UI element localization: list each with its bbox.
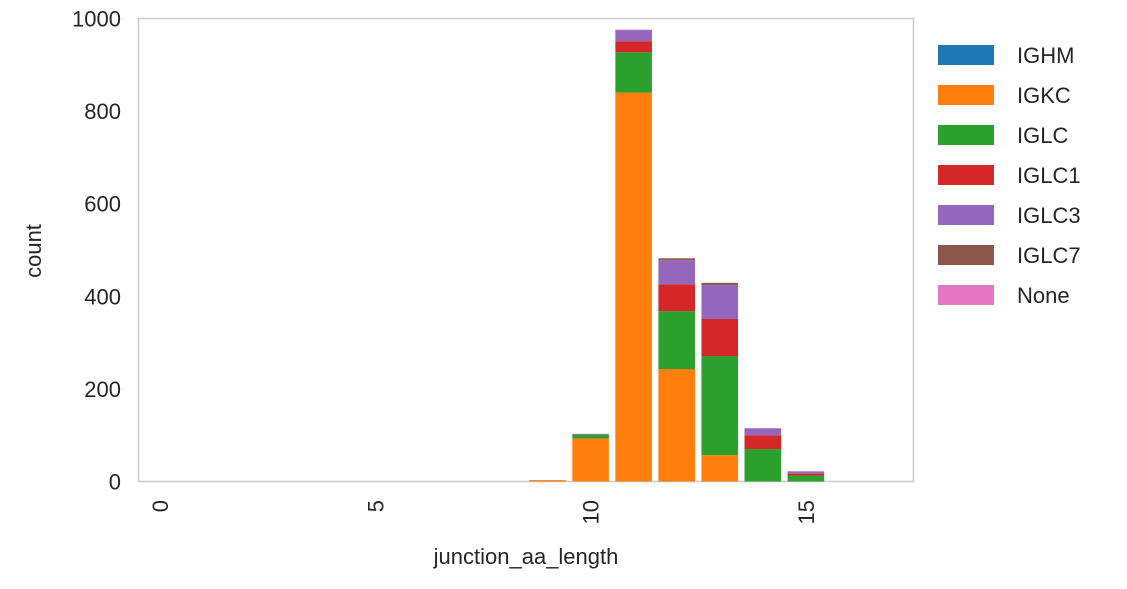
y-tick-label: 800 [84,99,121,124]
legend-swatch-iglc3 [938,205,994,225]
x-axis: 0 5 10 15 [148,500,819,524]
legend-swatch-igkc [938,85,994,105]
legend-swatch-iglc1 [938,165,994,185]
y-axis: 0 200 400 600 800 1000 [72,7,121,495]
bar-segment-igkc-9 [529,480,566,482]
bar-segment-iglc1-11 [615,41,652,53]
y-tick-label: 400 [84,284,121,309]
legend-label-iglc7: IGLC7 [1017,243,1081,268]
bar-segment-iglc3-15 [787,471,825,474]
bar-segment-iglc1-13 [701,318,739,357]
bar-segment-iglc3-11 [615,30,652,42]
legend-label-iglc1: IGLC1 [1017,163,1081,188]
bar-segment-iglc-12 [658,311,695,369]
plot-area [137,17,915,483]
bar-segment-iglc-10 [572,434,609,439]
y-tick-label: 200 [84,377,121,402]
bar-segment-none-11 [615,29,652,31]
bar-segment-iglc1-12 [658,284,695,312]
y-axis-title: count [21,224,46,278]
legend-swatch-iglc [938,125,994,145]
legend-label-none: None [1017,283,1070,308]
bar-segment-iglc7-13 [701,282,739,286]
legend-swatch-iglc7 [938,245,994,265]
x-tick-label: 0 [148,500,173,512]
legend: IGHM IGKC IGLC IGLC1 IGLC3 IGLC7 None [938,43,1081,308]
legend-label-igkc: IGKC [1017,83,1071,108]
y-tick-label: 600 [84,192,121,217]
bar-segment-iglc-14 [744,449,782,482]
legend-label-iglc3: IGLC3 [1017,203,1081,228]
bar-segment-igkc-12 [658,368,695,482]
legend-label-ighm: IGHM [1017,43,1074,68]
legend-swatch-ighm [938,45,994,65]
bar-segment-igkc-13 [701,455,739,482]
x-tick-label: 15 [794,500,819,524]
bar-segment-iglc1-15 [787,473,825,476]
bar-segment-iglc-11 [615,52,652,93]
bar-segment-iglc7-12 [658,258,695,261]
bar-segment-iglc1-14 [744,435,782,450]
bar-segment-igkc-11 [615,92,652,482]
legend-label-iglc: IGLC [1017,123,1068,148]
plot-border [137,17,915,483]
bar-segment-iglc3-12 [658,260,695,285]
bar-segment-iglc-15 [787,475,825,482]
legend-swatch-none [938,285,994,305]
bar-segment-iglc3-13 [701,285,739,319]
bar-segment-igkc-10 [572,438,609,482]
x-axis-title: junction_aa_length [433,544,619,569]
bar-group [529,29,825,482]
y-tick-label: 0 [109,470,121,495]
bar-segment-iglc3-10 [572,433,609,435]
x-tick-label: 5 [363,500,388,512]
bar-segment-iglc3-14 [744,428,782,436]
y-tick-label: 1000 [72,7,121,32]
bar-segment-iglc-13 [701,356,739,456]
x-tick-label: 10 [579,500,604,524]
